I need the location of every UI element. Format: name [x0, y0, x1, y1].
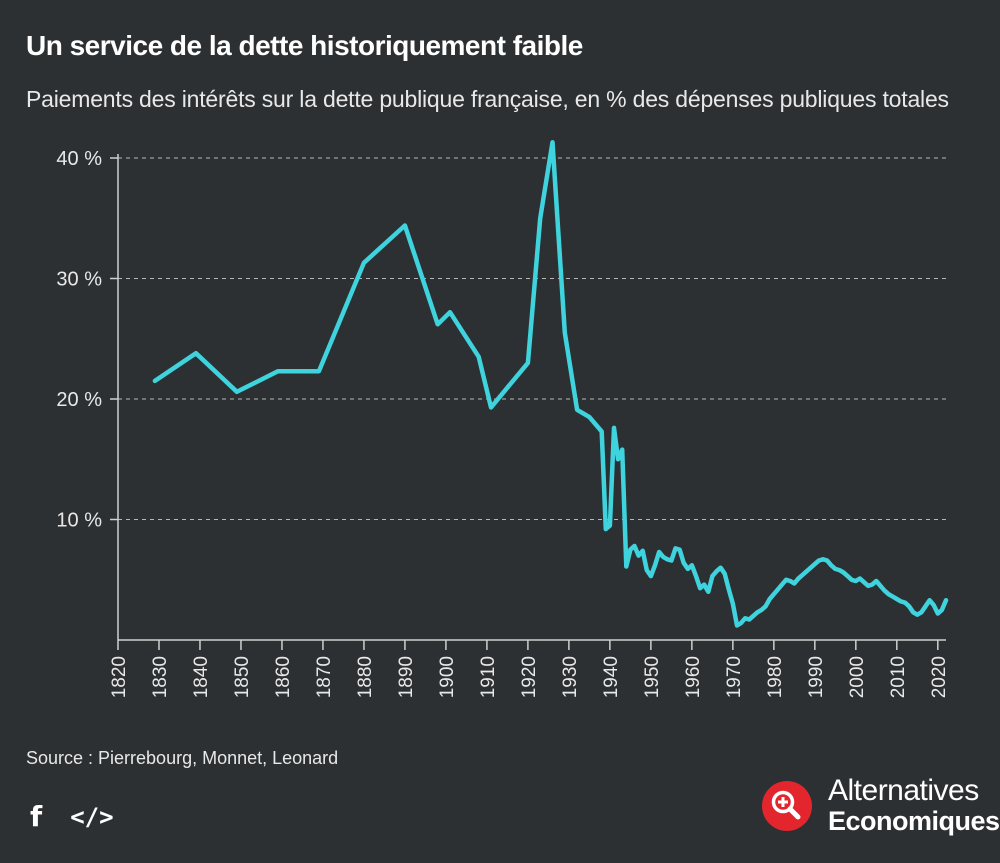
x-tick-label: 1940 [601, 656, 622, 698]
embed-code-icon[interactable]: </> [70, 802, 114, 831]
x-tick-label: 2020 [929, 656, 950, 698]
x-tick-label: 2000 [847, 656, 868, 698]
x-tick-label: 1880 [355, 656, 376, 698]
axis-layer [117, 154, 946, 641]
share-bar: f </> [30, 800, 114, 833]
y-tick-label: 20 % [56, 389, 102, 411]
x-tick-label: 1860 [273, 656, 294, 698]
x-tick-label: 1950 [642, 656, 663, 698]
x-tick-label: 1840 [191, 656, 212, 698]
x-tick-label: 1890 [396, 656, 417, 698]
y-tick-label: 10 % [56, 510, 102, 532]
source-note: Source : Pierrebourg, Monnet, Leonard [26, 748, 339, 768]
line-chart: 10 % 20 % 30 % 40 % 1820 1830 1840 1850 1860 1870… [56, 140, 950, 698]
brand-logo-block[interactable]: Alternatives Economiques [762, 776, 1000, 835]
x-tick-label: 1930 [560, 656, 581, 698]
magnifier-logo-icon [762, 780, 812, 831]
x-tick-label: 1820 [109, 656, 130, 698]
x-tick-label: 1850 [232, 656, 253, 698]
x-tick-label: 1830 [150, 656, 171, 698]
x-tick-label: 1990 [806, 656, 827, 698]
x-tick-label: 1870 [314, 656, 335, 698]
x-tick-label: 1910 [478, 656, 499, 698]
x-tick-label: 1970 [724, 656, 745, 698]
chart-subtitle: Paiements des intérêts sur la dette publ… [26, 86, 949, 112]
x-tick-label: 1960 [683, 656, 704, 698]
series-layer [152, 140, 949, 628]
x-tick-label: 1920 [519, 656, 540, 698]
facebook-icon[interactable]: f [30, 800, 43, 833]
y-tick-label: 40 % [56, 148, 102, 170]
brand-wordmark: Alternatives Economiques [828, 776, 1000, 835]
brand-line2: Economiques [828, 806, 1000, 836]
chart-title: Un service de la dette historiquement fa… [26, 30, 583, 61]
x-tick-label: 1980 [765, 656, 786, 698]
x-tick-label: 1900 [437, 656, 458, 698]
grid-layer [118, 157, 946, 520]
brand-line1: Alternatives [828, 774, 979, 807]
tick-layer: 10 % 20 % 30 % 40 % 1820 1830 1840 1850 1860 1870… [56, 148, 949, 698]
series-line [152, 140, 949, 628]
x-tick-label: 2010 [888, 656, 909, 698]
y-tick-label: 30 % [56, 269, 102, 291]
